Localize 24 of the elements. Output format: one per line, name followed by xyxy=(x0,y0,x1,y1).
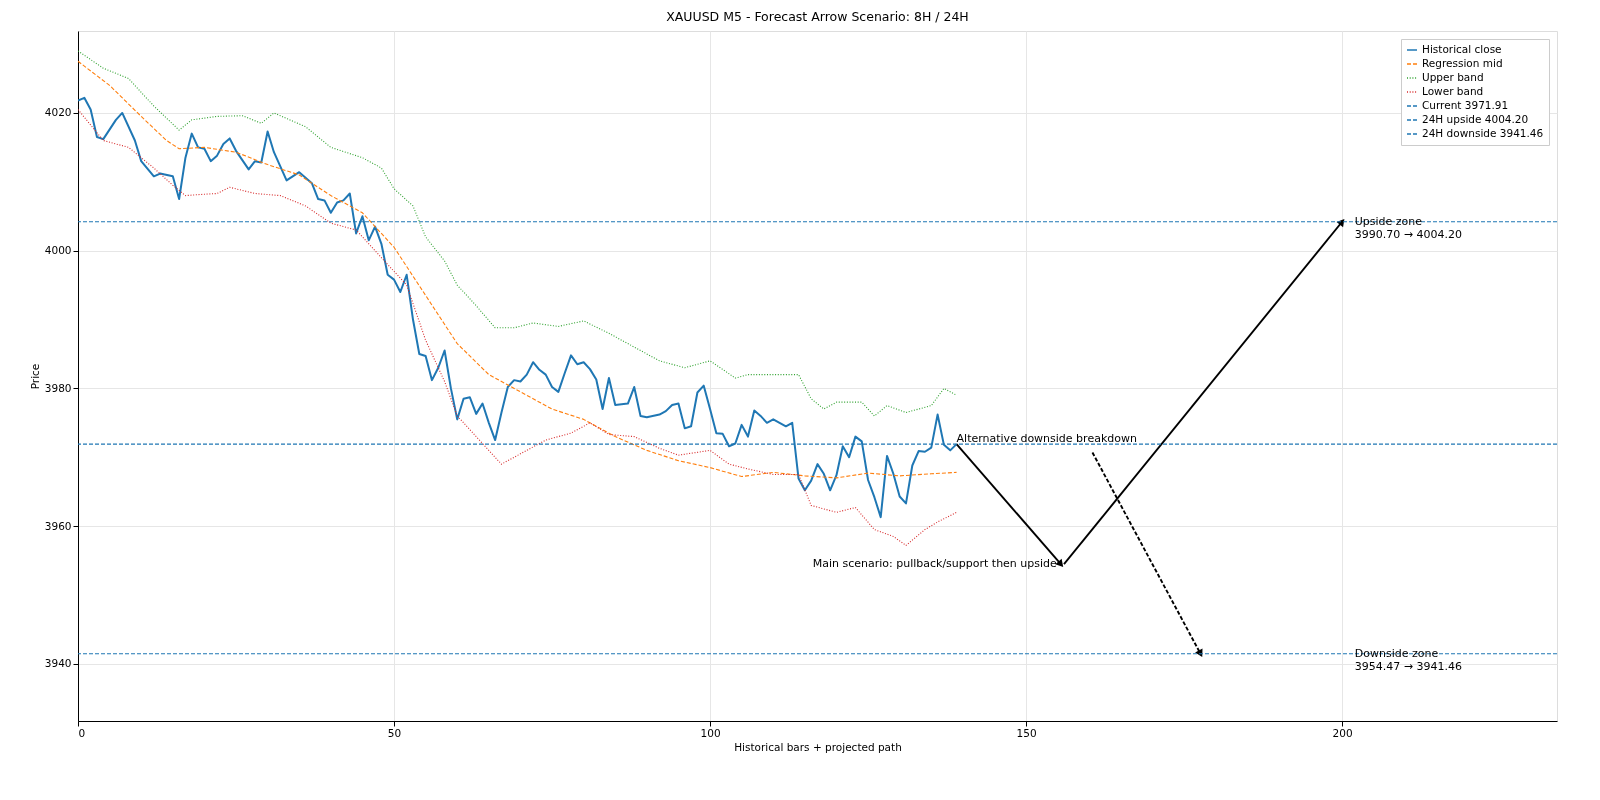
y-axis-title: Price xyxy=(28,363,41,390)
x-tick-label: 200 xyxy=(1332,726,1353,739)
chart-title: XAUUSD M5 - Forecast Arrow Scenario: 8H / 24H xyxy=(666,8,969,24)
legend-label: Regression mid xyxy=(1422,57,1503,69)
line-series xyxy=(78,50,958,417)
line-series xyxy=(78,60,958,479)
x-tick-label: 100 xyxy=(700,726,721,739)
legend-label: Lower band xyxy=(1422,85,1484,97)
legend-label: Historical close xyxy=(1422,43,1502,55)
legend-label: 24H upside 4004.20 xyxy=(1422,113,1529,125)
x-tick-label: 150 xyxy=(1016,726,1037,739)
x-tick-label: 50 xyxy=(387,726,402,739)
y-tick-label: 3940 xyxy=(44,657,72,670)
y-tick-label: 4000 xyxy=(44,244,72,257)
legend-label: Current 3971.91 xyxy=(1422,99,1509,111)
x-axis-title: Historical bars + projected path xyxy=(734,741,902,753)
annotation: Alternative downside breakdown xyxy=(956,432,1137,446)
legend-label: 24H downside 3941.46 xyxy=(1422,127,1544,139)
y-tick-label: 4020 xyxy=(44,106,72,119)
annotation: Main scenario: pullback/support then upside xyxy=(812,557,1058,571)
y-tick-label: 3980 xyxy=(44,381,72,394)
legend-label: Upper band xyxy=(1422,71,1484,83)
x-tick-label: 0 xyxy=(78,726,86,739)
y-tick-label: 3960 xyxy=(44,519,72,532)
